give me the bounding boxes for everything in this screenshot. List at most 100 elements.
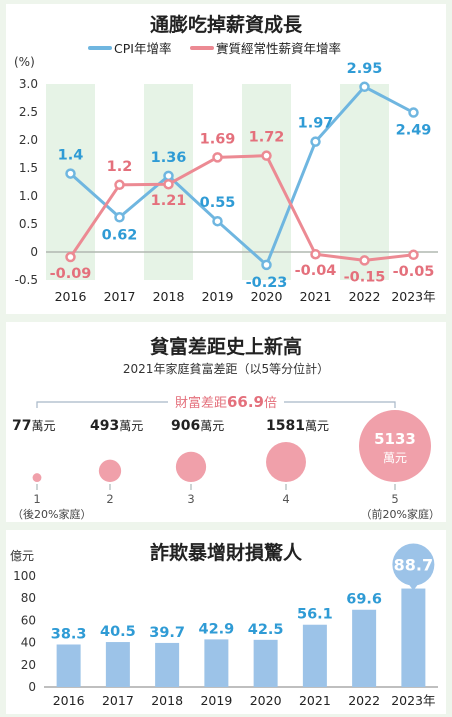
x-tick-label: 2017 [104,289,136,304]
wage-data-label: 1.21 [151,193,187,209]
wage-point [65,251,76,263]
wealth-bubble [175,451,207,482]
column-stripe [46,84,95,280]
wage-series-line [69,154,414,262]
wealth-value: 77 [12,418,31,434]
cpi-data-label: 2.49 [396,123,432,139]
y-tick-label: 0 [28,680,36,694]
x-tick-label: 2018 [153,289,185,304]
cpi-point [212,215,223,227]
wealth-value-label: 906萬元 [171,418,224,434]
gap-value: 66.9 [227,393,264,411]
wealth-value-label: 77萬元 [12,418,56,434]
year-suffix: 年 [423,289,436,304]
fraud-loss-data-label: 42.5 [248,622,284,638]
wage-data-label: -0.15 [344,269,386,285]
fraud-loss-bar [204,639,229,687]
cpi-data-label: 1.36 [151,150,187,166]
wage-data-label: 1.72 [249,130,285,146]
column-stripe [242,84,291,280]
cpi-data-label: -0.23 [246,275,288,291]
gap-label-backdrop [168,392,284,412]
fraud-loss-bar-chart: 億元 100 80 60 40 20 0 38.3 2016 40.5 2017 39.7 2018 42… [10,543,438,708]
wealth-bubble [359,410,431,482]
gap-label: 財富差距 [175,395,227,411]
x-tick-label: 2019 [202,289,234,304]
wealth-unit-label-top: 萬元 [383,451,407,465]
x-tick-label: 2023年 [391,289,435,304]
x-tick-label: 2022 [348,693,380,708]
quintile-label: 2 [106,492,113,506]
wealth-gap-subtitle: 2021年家庭貧富差距（以5等分位計） [122,362,330,376]
x-tick-label: 2016 [53,693,85,708]
y-tick-label: 2.0 [19,133,38,147]
y-tick-label: 80 [21,591,36,605]
cpi-data-label: 2.95 [347,61,383,77]
cpi-data-label: 1.4 [58,148,84,164]
wealth-bubble [32,473,42,482]
fraud-loss-title: 詐欺暴增財損驚人 [149,542,302,564]
inflation-chart-title: 通膨吃掉薪資成長 [149,14,302,36]
wealth-unit: 萬元 [119,419,143,433]
wealth-bubble [98,459,122,482]
cpi-point [359,81,370,93]
cpi-data-label: 0.62 [102,227,138,243]
cpi-point [65,168,76,179]
fraud-loss-bar [56,644,81,687]
bottom-quintile-note: （後20%家庭） [12,507,91,521]
x-tick-label: 2021 [300,289,332,304]
wealth-value-label: 1581萬元 [266,418,329,434]
fraud-loss-data-label: 69.6 [346,592,382,608]
quintile-label: 3 [187,492,194,506]
cpi-point [408,107,419,118]
wealth-gap-title: 貧富差距史上新高 [149,336,302,358]
wealth-value-label-top: 5133 [374,430,416,448]
highlight-bubble-pointer [407,582,420,591]
wealth-value-label: 493萬元 [90,418,143,434]
fraud-loss-panel: 詐欺暴增財損驚人 億元 100 80 60 40 20 0 38.3 2016 40.5 2017 3… [6,530,446,714]
x-tick-label: 2022 [349,289,381,304]
wealth-unit: 萬元 [200,419,224,433]
wage-point [163,178,174,190]
cpi-point [261,259,272,271]
wage-point [408,249,419,261]
fraud-loss-bar [401,588,426,687]
inflation-panel: 通膨吃掉薪資成長 (%) 3.0 2.5 2.0 1.5 1.0 0.5 0 -0.5 2016 2… [6,4,446,314]
fraud-loss-bar [155,642,180,687]
y-axis-unit-label: 億元 [10,549,34,563]
quintile-label: 1 [33,492,40,506]
wage-data-label: -0.04 [295,263,337,279]
wealth-gap-panel: 貧富差距史上新高 2021年家庭貧富差距（以5等分位計） 財富差距66.9倍 1 7… [6,322,446,522]
wealth-value: 906 [171,418,200,434]
y-tick-label: 2.5 [19,105,38,119]
y-tick-label: 60 [21,613,36,627]
y-tick-label: 0.5 [19,217,38,231]
wage-data-label: -0.09 [50,266,92,282]
fraud-loss-data-label: 88.7 [394,556,433,575]
wealth-value: 1581 [266,418,305,434]
wage-data-label: 1.2 [107,159,133,175]
wage-legend-label: 實質經常性薪資年增率 [216,41,341,56]
wage-point [261,150,272,161]
x-tick-label: 2017 [102,693,134,708]
wage-point [212,152,223,163]
fraud-loss-data-label: 38.3 [51,626,87,642]
quintile-label: 5 [391,492,398,506]
fraud-loss-bar [352,609,377,687]
fraud-loss-bar [253,639,278,687]
inflation-line-chart: (%) 3.0 2.5 2.0 1.5 1.0 0.5 0 -0.5 2016 2017 2018 20… [14,41,438,304]
x-tick-label: 2020 [251,289,283,304]
cpi-point [310,136,321,147]
x-tick-label: 2023年 [391,693,435,708]
x-tick-label: 2020 [250,693,282,708]
wealth-unit: 萬元 [31,419,55,433]
fraud-loss-bar [105,642,130,687]
gap-unit: 倍 [264,396,277,411]
y-tick-label: 1.5 [19,161,38,175]
quintile-label: 4 [282,492,289,506]
x-tick-label: 2018 [151,693,183,708]
cpi-point [163,170,174,182]
wealth-bubble [266,442,306,482]
y-tick-label: 20 [21,658,36,672]
cpi-point [114,212,125,223]
